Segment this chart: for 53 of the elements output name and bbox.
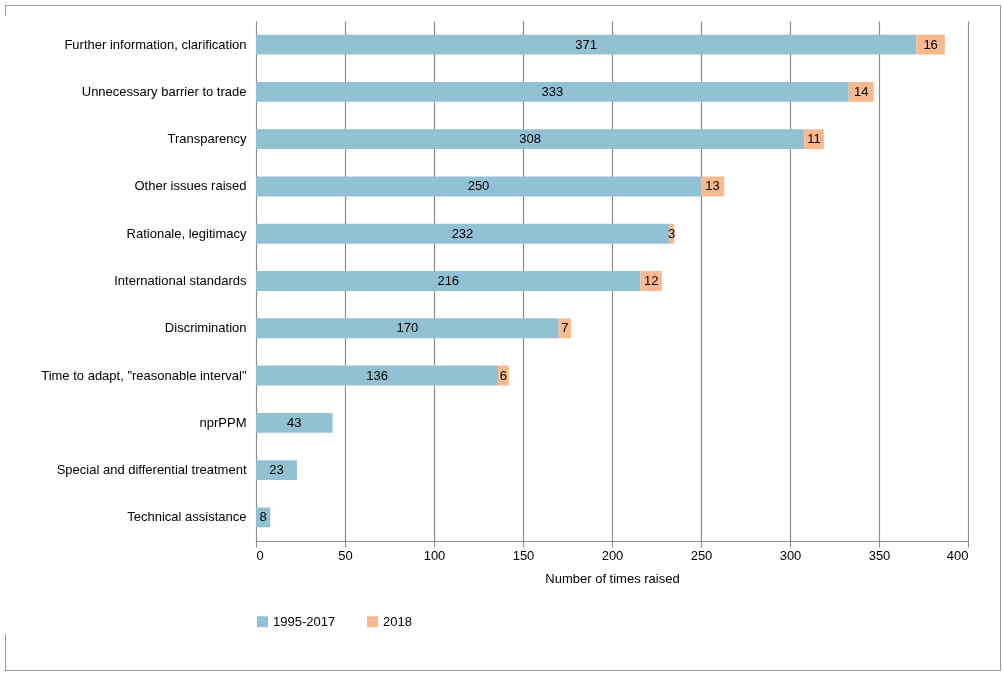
- bar: [256, 81, 849, 102]
- x-tick-label: 0: [256, 547, 264, 563]
- legend-label: 2018: [383, 613, 412, 629]
- bar: [256, 412, 333, 433]
- x-axis-title: Number of times raised: [545, 570, 680, 586]
- bar: [916, 34, 945, 55]
- bar: [256, 271, 641, 291]
- x-tick-label: 400: [946, 547, 969, 563]
- data-label: 13: [705, 178, 720, 194]
- bar: [256, 176, 701, 197]
- data-label: 3: [668, 225, 676, 241]
- data-label: 136: [366, 367, 388, 383]
- bar: [256, 129, 805, 150]
- data-label: 7: [561, 320, 569, 336]
- x-tick-label: 50: [338, 547, 353, 563]
- y-tick-label: Discrimination: [164, 320, 247, 336]
- y-tick-label: Transparency: [167, 131, 247, 147]
- data-label: 14: [853, 83, 869, 99]
- data-label: 6: [499, 367, 508, 383]
- x-tick-label: 250: [690, 547, 713, 563]
- bar: [256, 365, 499, 386]
- data-label: 333: [541, 83, 564, 99]
- y-tick-label: Further information, clarification: [64, 36, 247, 52]
- data-label: 43: [287, 414, 302, 430]
- y-tick-label: Other issues raised: [134, 178, 247, 194]
- legend-label: 1995-2017: [273, 613, 336, 629]
- data-label: 170: [396, 320, 419, 336]
- y-tick-label: Rationale, legitimacy: [126, 225, 247, 241]
- bar: [256, 318, 559, 339]
- x-tick-label: 150: [512, 547, 535, 563]
- data-label: 250: [467, 178, 490, 194]
- data-label: 371: [575, 36, 598, 52]
- data-label: 11: [807, 131, 821, 147]
- y-tick-label: Special and differential treatment: [56, 462, 247, 478]
- data-label: 16: [923, 36, 938, 52]
- data-label: 8: [259, 509, 267, 525]
- data-label: 12: [643, 273, 659, 288]
- data-label: 23: [269, 462, 284, 478]
- x-tick-label: 100: [423, 547, 446, 563]
- data-label: 232: [451, 225, 474, 241]
- y-tick-label: nprPPM: [199, 414, 247, 430]
- data-label: 216: [437, 273, 460, 288]
- x-tick-label: 350: [868, 547, 891, 563]
- x-tick-label: 200: [601, 547, 624, 563]
- y-tick-label: Unnecessary barrier to trade: [81, 83, 247, 99]
- y-tick-label: International standards: [114, 273, 247, 288]
- bar: [256, 460, 297, 481]
- x-tick-label: 300: [779, 547, 802, 563]
- y-tick-label: Time to adapt, "reasonable interval": [41, 367, 247, 383]
- bar: [256, 34, 917, 55]
- y-tick-label: Technical assistance: [127, 509, 247, 525]
- data-label: 308: [519, 131, 541, 147]
- bar: [256, 223, 669, 244]
